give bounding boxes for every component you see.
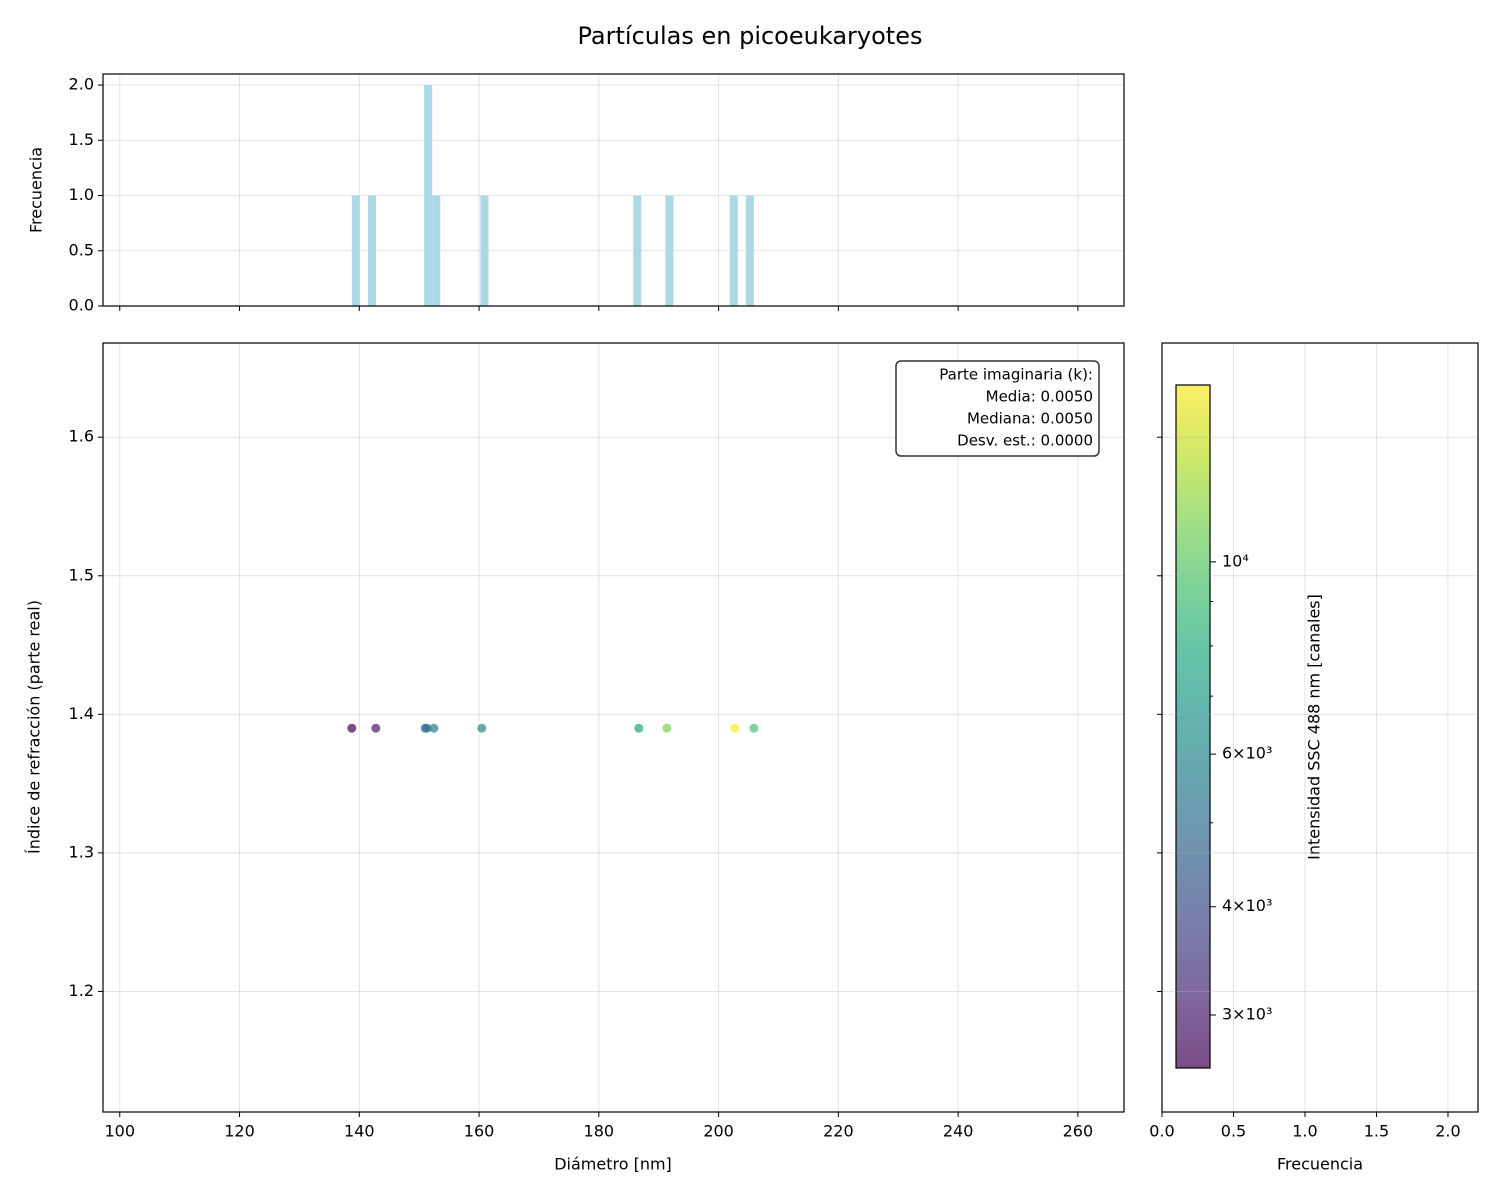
x-tick-label: 1.5 <box>1364 1122 1389 1141</box>
scatter-point <box>730 723 740 733</box>
x-tick-label: 200 <box>703 1122 734 1141</box>
histogram-bar <box>351 195 360 306</box>
scatter-point <box>371 723 381 733</box>
x-tick-label: 2.0 <box>1435 1122 1460 1141</box>
histogram-bar <box>432 195 441 306</box>
scatter-point <box>477 723 487 733</box>
x-tick-label: 180 <box>584 1122 615 1141</box>
scatter-point <box>422 723 432 733</box>
annotation-text: Mediana: 0.0050 <box>967 410 1093 428</box>
annotation: Parte imaginaria (k): Media: 0.0050 Median… <box>895 360 1100 457</box>
colorbar-tick-label: 3×10³ <box>1222 1005 1272 1024</box>
x-tick-label: 220 <box>823 1122 854 1141</box>
y-tick-label: 1.6 <box>69 427 94 446</box>
axes-frame <box>102 73 1125 307</box>
histogram-bar <box>745 195 754 306</box>
x-tick-label: 0.0 <box>1149 1122 1174 1141</box>
annotation-text: Media: 0.0050 <box>986 388 1093 406</box>
histogram-bar <box>480 195 489 306</box>
x-tick-label: 260 <box>1063 1122 1094 1141</box>
y-tick-label: 1.2 <box>69 981 94 1000</box>
histogram-bar <box>367 195 376 306</box>
colorbar-frame <box>1175 384 1211 1069</box>
colorbar <box>1176 385 1210 1068</box>
histogram-bar <box>665 195 674 306</box>
axes-frame <box>1161 342 1479 1113</box>
x-axis-label: Diámetro [nm] <box>554 1155 672 1174</box>
scatter-point <box>662 723 672 733</box>
annotation-text: Desv. est.: 0.0000 <box>957 432 1093 450</box>
x-tick-label: 120 <box>224 1122 255 1141</box>
x-tick-label: 0.5 <box>1221 1122 1246 1141</box>
y-tick-label: 1.4 <box>69 704 94 723</box>
x-axis-label: Frecuencia <box>1277 1155 1363 1174</box>
y-tick-label: 2.0 <box>69 75 94 94</box>
y-tick-label: 1.5 <box>69 130 94 149</box>
scatter-point <box>634 723 644 733</box>
y-axis-label: Frecuencia <box>27 147 46 233</box>
x-tick-label: 100 <box>104 1122 135 1141</box>
colorbar-tick-label: 10⁴ <box>1222 551 1249 570</box>
x-tick-label: 140 <box>344 1122 375 1141</box>
y-axis-label: Índice de refracción (parte real) <box>25 600 44 854</box>
scatter-point <box>429 723 439 733</box>
chart-title: Partículas en picoeukaryotes <box>578 22 923 50</box>
histogram-bar <box>424 85 433 306</box>
y-tick-label: 1.5 <box>69 565 94 584</box>
annotation-text: Parte imaginaria (k): <box>939 366 1093 384</box>
histogram-bar <box>633 195 642 306</box>
y-tick-label: 0.5 <box>69 240 94 259</box>
y-tick-label: 0.0 <box>69 296 94 315</box>
histogram-bar <box>729 195 738 306</box>
scatter-point <box>347 723 357 733</box>
axes-frame <box>102 342 1125 1113</box>
x-tick-label: 240 <box>943 1122 974 1141</box>
x-tick-label: 1.0 <box>1292 1122 1317 1141</box>
annotation-box <box>895 360 1100 457</box>
y-tick-label: 1.3 <box>69 842 94 861</box>
colorbar-tick-label: 6×10³ <box>1222 744 1272 763</box>
y-tick-label: 1.0 <box>69 185 94 204</box>
colorbar-tick-label: 4×10³ <box>1222 896 1272 915</box>
colorbar-label: Intensidad SSC 488 nm [canales] <box>1305 594 1324 860</box>
scatter-point <box>749 723 759 733</box>
x-tick-label: 160 <box>464 1122 495 1141</box>
